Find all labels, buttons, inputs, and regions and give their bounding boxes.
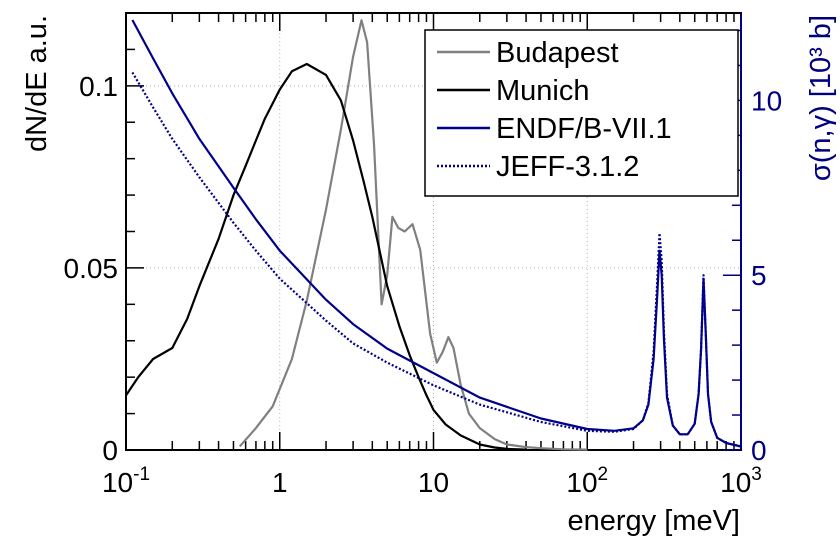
x-tick-label: 103 [720, 464, 762, 498]
x-tick-label: 102 [566, 464, 608, 498]
x-tick-label-exponent: -1 [133, 464, 150, 485]
legend-label: Munich [496, 75, 590, 107]
legend-label: JEFF-3.1.2 [496, 151, 639, 183]
y-right-axis-title: σ(n,γ) [10³ b] [805, 15, 837, 181]
y-right-tick-label: 0 [751, 435, 767, 466]
x-tick-label-base: 10 [418, 467, 449, 498]
x-tick-label: 10-1 [102, 464, 150, 498]
y-right-tick-label: 10 [751, 85, 782, 116]
y-right-tick-label: 5 [751, 260, 767, 291]
series-group [125, 19, 742, 451]
x-tick-label: 1 [272, 467, 288, 498]
y-left-tick-label: 0.05 [64, 253, 119, 284]
y-left-axis-title: dN/dE a.u. [21, 15, 53, 152]
x-tick-label-base: 10 [102, 467, 133, 498]
legend-box [424, 29, 739, 197]
y-left-tick-label: 0.1 [79, 71, 118, 102]
legend: Budapest Munich ENDF/B-VII.1 JEFF-3.1.2 [424, 29, 739, 197]
legend-label: ENDF/B-VII.1 [496, 113, 672, 145]
x-tick-label-base: 1 [272, 467, 288, 498]
series-line-munich [125, 62, 527, 451]
x-tick-label: 10 [418, 467, 449, 498]
x-axis-title: energy [meV] [568, 505, 740, 537]
x-tick-label-exponent: 2 [598, 464, 609, 485]
x-tick-label-exponent: 3 [751, 464, 762, 485]
y-left-tick-label: 0 [102, 435, 118, 466]
x-tick-label-base: 10 [720, 467, 751, 498]
x-tick-label-base: 10 [566, 467, 597, 498]
series-line-jeff-3-1-2 [131, 71, 742, 448]
series-line-budapest [238, 19, 588, 451]
legend-label: Budapest [496, 37, 619, 69]
